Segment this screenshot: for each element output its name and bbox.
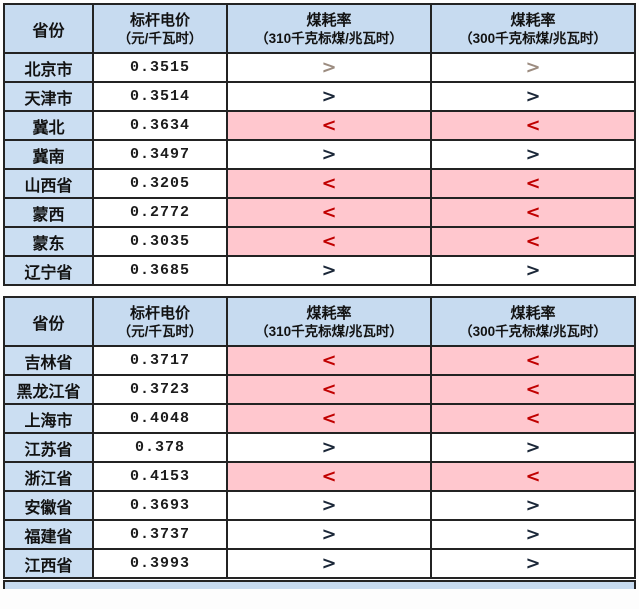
coal310-cell: < — [226, 168, 432, 199]
price-cell: 0.3723 — [92, 374, 228, 405]
header-province-label: 省份 — [32, 315, 65, 333]
coal310-cell: > — [226, 490, 432, 521]
header-coal-310: 煤耗率 （310千克标煤/兆瓦时） — [226, 296, 432, 347]
province-cell: 江西省 — [3, 548, 94, 579]
coal310-cell: > — [226, 81, 432, 112]
price-cell: 0.4153 — [92, 461, 228, 492]
coal310-cell: < — [226, 110, 432, 141]
province-cell: 蒙西 — [3, 197, 94, 228]
province-cell: 北京市 — [3, 52, 94, 83]
price-cell: 0.3693 — [92, 490, 228, 521]
table-row: 辽宁省 0.3685 > > — [3, 255, 636, 286]
province-cell: 冀南 — [3, 139, 94, 170]
next-table-cutoff-strip — [3, 580, 636, 589]
price-cell: 0.4048 — [92, 403, 228, 434]
table-gap — [3, 286, 636, 296]
header-row: 省份 标杆电价 （元/千瓦时） 煤耗率 （310千克标煤/兆瓦时） 煤耗率 （300千… — [3, 3, 636, 54]
header-coal-300: 煤耗率 （300千克标煤/兆瓦时） — [430, 3, 636, 54]
coal310-cell: < — [226, 374, 432, 405]
header-province: 省份 — [3, 3, 94, 54]
table-1-header: 省份 标杆电价 （元/千瓦时） 煤耗率 （310千克标煤/兆瓦时） 煤耗率 （300千… — [3, 3, 636, 54]
table-row: 江西省 0.3993 > > — [3, 548, 636, 579]
header-coal-310: 煤耗率 （310千克标煤/兆瓦时） — [226, 3, 432, 54]
coal310-cell: > — [226, 432, 432, 463]
price-cell: 0.3035 — [92, 226, 228, 257]
table-row: 福建省 0.3737 > > — [3, 519, 636, 550]
province-cell: 黑龙江省 — [3, 374, 94, 405]
table-row: 黑龙江省 0.3723 < < — [3, 374, 636, 405]
province-cell: 浙江省 — [3, 461, 94, 492]
table-row: 北京市 0.3515 > > — [3, 52, 636, 83]
table-row: 冀南 0.3497 > > — [3, 139, 636, 170]
coal300-cell: < — [430, 197, 636, 228]
coal300-cell: > — [430, 81, 636, 112]
coal300-cell: < — [430, 345, 636, 376]
coal310-cell: > — [226, 52, 432, 83]
coal300-cell: < — [430, 403, 636, 434]
coal300-cell: < — [430, 168, 636, 199]
coal310-cell: > — [226, 519, 432, 550]
page: 省份 标杆电价 （元/千瓦时） 煤耗率 （310千克标煤/兆瓦时） 煤耗率 （300千… — [3, 3, 636, 589]
table-row: 江苏省 0.378 > > — [3, 432, 636, 463]
header-coal-300: 煤耗率 （300千克标煤/兆瓦时） — [430, 296, 636, 347]
price-cell: 0.3514 — [92, 81, 228, 112]
coal300-cell: > — [430, 519, 636, 550]
province-cell: 江苏省 — [3, 432, 94, 463]
table-row: 山西省 0.3205 < < — [3, 168, 636, 199]
table-row: 上海市 0.4048 < < — [3, 403, 636, 434]
province-cell: 辽宁省 — [3, 255, 94, 286]
coal300-cell: > — [430, 255, 636, 286]
price-cell: 0.3993 — [92, 548, 228, 579]
header-price: 标杆电价 （元/千瓦时） — [92, 3, 228, 54]
coal300-cell: > — [430, 52, 636, 83]
benchmark-table-2: 省份 标杆电价 （元/千瓦时） 煤耗率 （310千克标煤/兆瓦时） 煤耗率 （300千… — [3, 296, 636, 579]
province-cell: 冀北 — [3, 110, 94, 141]
coal300-cell: < — [430, 461, 636, 492]
province-cell: 蒙东 — [3, 226, 94, 257]
coal310-cell: > — [226, 255, 432, 286]
coal310-cell: < — [226, 226, 432, 257]
header-province-label: 省份 — [32, 22, 65, 40]
coal300-cell: > — [430, 139, 636, 170]
table-row: 冀北 0.3634 < < — [3, 110, 636, 141]
coal300-cell: > — [430, 432, 636, 463]
price-cell: 0.3737 — [92, 519, 228, 550]
price-cell: 0.3205 — [92, 168, 228, 199]
benchmark-table-1: 省份 标杆电价 （元/千瓦时） 煤耗率 （310千克标煤/兆瓦时） 煤耗率 （300千… — [3, 3, 636, 286]
coal310-cell: > — [226, 548, 432, 579]
table-row: 浙江省 0.4153 < < — [3, 461, 636, 492]
header-province: 省份 — [3, 296, 94, 347]
province-cell: 上海市 — [3, 403, 94, 434]
coal300-cell: > — [430, 548, 636, 579]
price-cell: 0.3634 — [92, 110, 228, 141]
table-row: 天津市 0.3514 > > — [3, 81, 636, 112]
table-row: 安徽省 0.3693 > > — [3, 490, 636, 521]
price-cell: 0.378 — [92, 432, 228, 463]
table-2-header: 省份 标杆电价 （元/千瓦时） 煤耗率 （310千克标煤/兆瓦时） 煤耗率 （300千… — [3, 296, 636, 347]
table-row: 蒙西 0.2772 < < — [3, 197, 636, 228]
coal310-cell: < — [226, 403, 432, 434]
coal300-cell: > — [430, 490, 636, 521]
province-cell: 吉林省 — [3, 345, 94, 376]
price-cell: 0.3717 — [92, 345, 228, 376]
price-cell: 0.3685 — [92, 255, 228, 286]
price-cell: 0.3497 — [92, 139, 228, 170]
province-cell: 安徽省 — [3, 490, 94, 521]
coal300-cell: < — [430, 374, 636, 405]
coal300-cell: < — [430, 110, 636, 141]
table-row: 吉林省 0.3717 < < — [3, 345, 636, 376]
coal310-cell: < — [226, 461, 432, 492]
province-cell: 山西省 — [3, 168, 94, 199]
table-row: 蒙东 0.3035 < < — [3, 226, 636, 257]
province-cell: 福建省 — [3, 519, 94, 550]
header-row: 省份 标杆电价 （元/千瓦时） 煤耗率 （310千克标煤/兆瓦时） 煤耗率 （300千… — [3, 296, 636, 347]
coal310-cell: < — [226, 345, 432, 376]
price-cell: 0.2772 — [92, 197, 228, 228]
coal310-cell: < — [226, 197, 432, 228]
coal310-cell: > — [226, 139, 432, 170]
price-cell: 0.3515 — [92, 52, 228, 83]
province-cell: 天津市 — [3, 81, 94, 112]
coal300-cell: < — [430, 226, 636, 257]
header-price: 标杆电价 （元/千瓦时） — [92, 296, 228, 347]
